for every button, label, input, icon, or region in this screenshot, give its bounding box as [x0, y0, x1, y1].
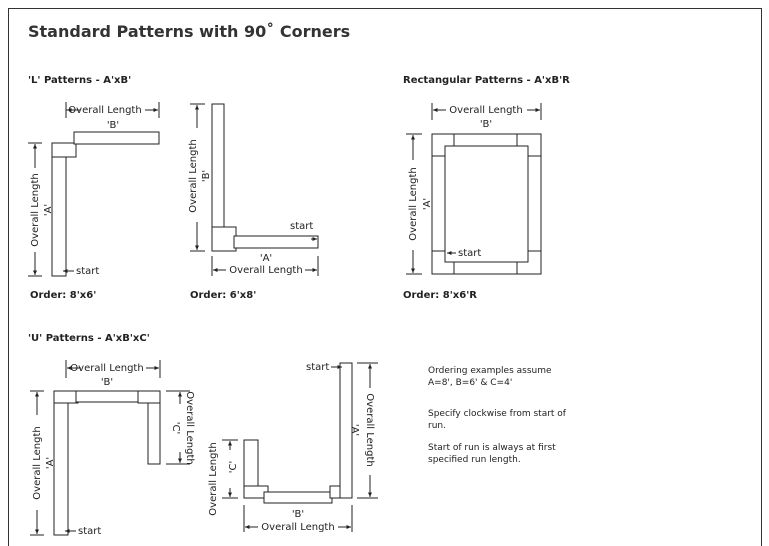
page-frame	[8, 8, 762, 546]
u2-overall-length-left: Overall Length	[208, 442, 219, 515]
u1-label-b: 'B'	[101, 377, 113, 388]
u2-label-c: 'C'	[228, 461, 239, 473]
l1-label-b: 'B'	[107, 120, 119, 131]
u1-label-a: 'A'	[45, 457, 56, 469]
u2-label-b: 'B'	[292, 509, 304, 520]
u2-leg-a	[339, 362, 353, 499]
rect-overall-length-h: Overall Length	[449, 105, 522, 116]
u1-label-c: 'C'	[170, 422, 181, 434]
l1-overall-length-v: Overall Length	[30, 173, 41, 246]
l-pattern-8x6: Overall Length 'B' Overall Length 'A' st…	[28, 102, 160, 277]
u-pattern-right: Overall Length 'A' Overall Length 'C' Ov…	[208, 362, 378, 533]
note-start-of-run: Start of run is always at first specifie…	[428, 443, 556, 465]
order-rect-8x6r: Order: 8'x6'R	[403, 290, 477, 301]
l-pattern-6x8: Overall Length 'B' Overall Length 'A' st…	[188, 103, 319, 276]
u1-overall-length-right: Overall Length	[184, 391, 195, 464]
l1-overall-length-h: Overall Length	[68, 105, 141, 116]
u-patterns-heading: 'U' Patterns - A'xB'xC'	[28, 333, 150, 344]
l1-label-a: 'A'	[43, 204, 54, 216]
l2-label-b: 'B'	[201, 170, 212, 182]
u2-label-a: 'A'	[349, 424, 360, 436]
rect-label-a: 'A'	[422, 198, 433, 210]
l2-leg-a	[233, 235, 319, 249]
u2-overall-length-bottom: Overall Length	[261, 522, 334, 533]
note-ordering-examples: Ordering examples assume A=8', B=6' & C=…	[428, 366, 552, 388]
u1-leg-c	[147, 402, 161, 465]
l1-corner	[51, 142, 77, 158]
u1-leg-a	[53, 390, 69, 536]
l2-label-a: 'A'	[260, 253, 272, 264]
u1-overall-length-left: Overall Length	[32, 426, 43, 499]
l2-corner	[211, 226, 237, 252]
l1-start-label: start	[76, 266, 99, 277]
order-l-6x8: Order: 6'x8'	[190, 290, 257, 301]
rectangular-pattern-8x6r: Overall Length 'B' Overall Length 'A' st…	[406, 103, 542, 275]
u1-start-label: start	[78, 526, 101, 537]
order-l-8x6: Order: 8'x6'	[30, 290, 97, 301]
u2-leg-b	[263, 491, 333, 504]
rect-start-label: start	[458, 248, 481, 259]
l2-start-label: start	[290, 221, 313, 232]
u1-corner-right	[137, 390, 161, 404]
rect-inner-opening	[444, 145, 529, 263]
rect-label-b: 'B'	[480, 119, 492, 130]
rect-overall-length-v: Overall Length	[408, 167, 419, 240]
u1-leg-b	[75, 390, 143, 403]
note-specify-clockwise: Specify clockwise from start of run.	[428, 409, 566, 431]
l-patterns-heading: 'L' Patterns - A'xB'	[28, 75, 132, 86]
u1-corner-left	[53, 390, 79, 404]
u1-overall-length-top: Overall Length	[70, 363, 143, 374]
u-pattern-left: Overall Length 'B' Overall Length 'A' Ov…	[30, 360, 195, 537]
l1-leg-b	[73, 131, 160, 145]
page-title: Standard Patterns with 90˚ Corners	[28, 22, 351, 41]
u2-overall-length-right: Overall Length	[364, 393, 375, 466]
l2-overall-length-h: Overall Length	[229, 265, 302, 276]
l1-leg-a	[51, 142, 67, 277]
rectangular-patterns-heading: Rectangular Patterns - A'xB'R	[403, 75, 570, 86]
l2-overall-length-v: Overall Length	[188, 139, 199, 212]
u2-start-label: start	[306, 362, 329, 373]
